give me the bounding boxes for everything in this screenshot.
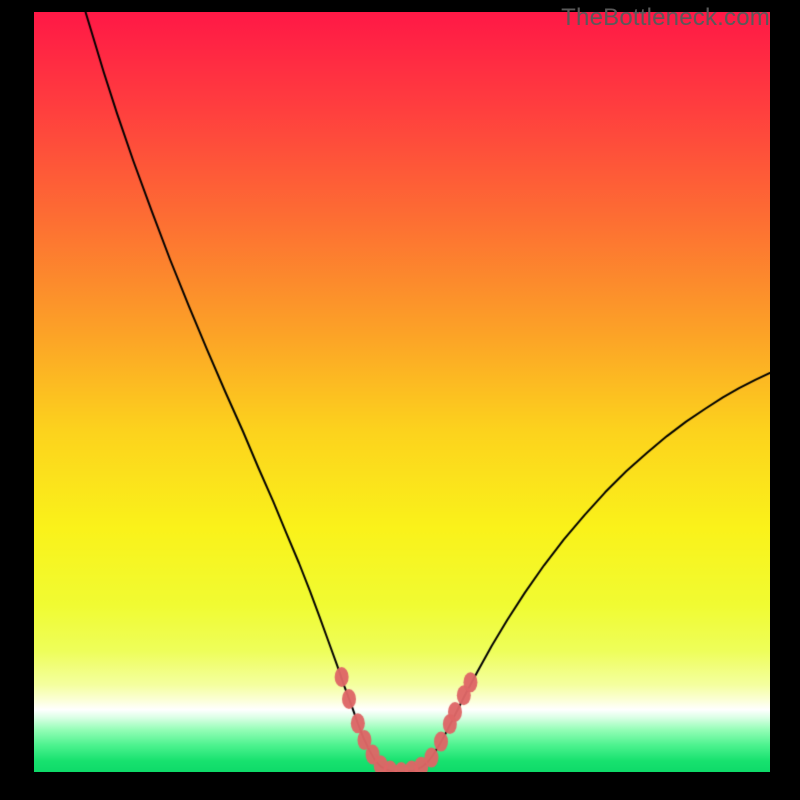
bottleneck-curve-canvas [34,12,770,772]
watermark-text: TheBottleneck.com [561,4,770,32]
chart-frame: TheBottleneck.com [0,0,800,800]
plot-area [34,12,770,772]
